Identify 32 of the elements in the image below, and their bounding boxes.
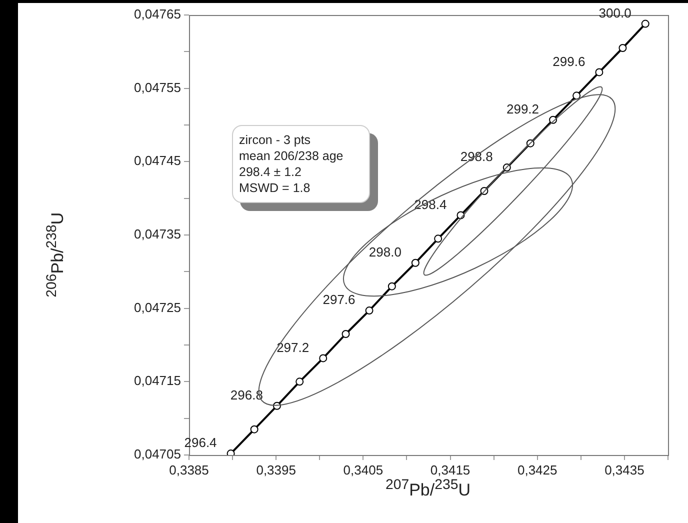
x-tick-label: 0,3385 (169, 462, 209, 478)
point (250, 425, 258, 434)
point (296, 378, 304, 386)
point (641, 20, 650, 28)
x-tick-label: 0,3415 (430, 462, 470, 478)
x-tick-label: 0,3395 (256, 462, 296, 478)
y-tick-label: 0,04725 (134, 300, 181, 315)
point (572, 92, 581, 100)
point (319, 354, 328, 362)
x-tick-label: 0,3405 (343, 462, 384, 478)
y-tick-label: 0,04755 (134, 80, 181, 95)
annotation: 299.2 (506, 101, 540, 116)
y-tick-label: 0,04705 (134, 446, 181, 462)
point (365, 306, 374, 315)
point (595, 68, 604, 76)
point (434, 234, 442, 243)
point (342, 330, 350, 338)
x-tick-label: 0,3425 (517, 462, 558, 478)
y-tick-label: 0,04715 (134, 373, 181, 388)
y-tick-label: 0,04745 (134, 153, 181, 168)
annotation: 297.6 (322, 292, 356, 308)
point (388, 282, 396, 290)
annotation: 297.2 (276, 340, 310, 355)
y-tick-label: 0,04765 (134, 6, 181, 22)
x-axis-title: $^{207}$Pb/$^{235}$U (384, 477, 472, 501)
annotation: 299.6 (552, 54, 586, 69)
annotation: 298.0 (368, 244, 402, 260)
point (618, 44, 627, 52)
point (411, 258, 420, 267)
annotation: zircon - 3 pts mean 206/238 age 298.4 ± 1.2 MSWD = 1.8 (232, 125, 370, 203)
y-tick-label: 0,04735 (134, 226, 181, 242)
x-tick-label: 0,3435 (604, 462, 644, 478)
